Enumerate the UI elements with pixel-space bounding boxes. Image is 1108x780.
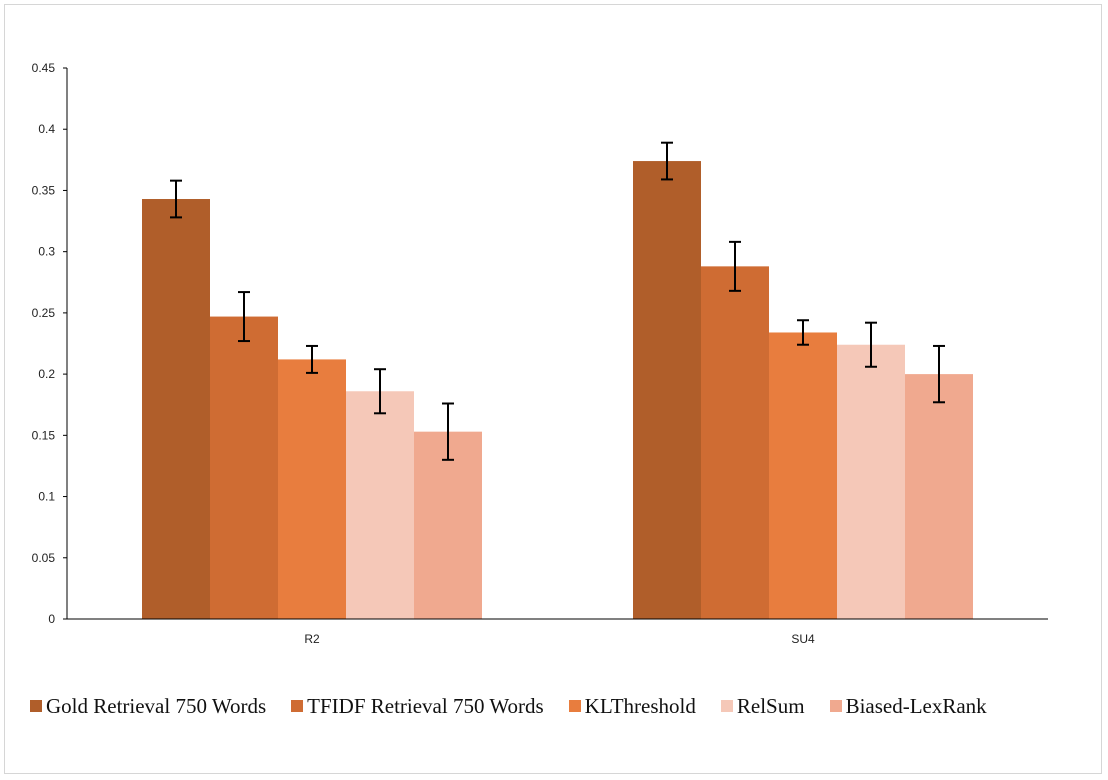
bar-r2-series-5 xyxy=(414,431,482,619)
x-category-label: R2 xyxy=(304,632,320,646)
bar-r2-series-3 xyxy=(278,359,346,619)
legend-item: Biased-LexRank xyxy=(829,693,987,719)
legend-swatch xyxy=(720,700,733,712)
y-tick-label: 0.3 xyxy=(38,245,55,259)
x-axis: R2 SU4 xyxy=(67,618,1048,646)
legend-swatch xyxy=(291,700,304,712)
x-category-label: SU4 xyxy=(791,632,815,646)
legend-item: KLThreshold xyxy=(568,693,696,719)
bar-su4-series-4 xyxy=(837,344,905,619)
bar-su4-series-1 xyxy=(633,161,701,619)
legend-label: TFIDF Retrieval 750 Words xyxy=(307,693,544,718)
legend-item: TFIDF Retrieval 750 Words xyxy=(291,694,544,719)
legend: Gold Retrieval 750 Words TFIDF Retrieval … xyxy=(30,690,1100,722)
y-tick-label: 0.15 xyxy=(32,428,56,442)
legend-swatch xyxy=(568,700,581,712)
y-tick-label: 0.45 xyxy=(32,61,56,75)
bars xyxy=(142,161,973,619)
y-tick-label: 0.1 xyxy=(38,490,55,504)
legend-label: Biased-LexRank xyxy=(845,693,987,718)
error-bars xyxy=(170,141,945,461)
bar-r2-series-2 xyxy=(210,316,278,619)
bar-r2-series-1 xyxy=(142,199,210,619)
bar-su4-series-3 xyxy=(769,332,837,619)
legend-item: RelSum xyxy=(720,693,805,719)
bar-su4-series-2 xyxy=(701,266,769,619)
legend-label: Gold Retrieval 750 Words xyxy=(46,693,267,718)
y-tick-label: 0.05 xyxy=(32,551,56,565)
y-tick-label: 0.25 xyxy=(32,306,56,320)
legend-swatch xyxy=(829,700,842,712)
y-axis: 0 0.05 0.1 0.15 0.2 0.25 0.3 0.35 0.4 0.45 xyxy=(32,61,68,626)
bar-su4-series-5 xyxy=(905,374,973,619)
bar-r2-series-4 xyxy=(346,391,414,619)
legend-label: KLThreshold xyxy=(584,693,696,718)
y-tick-label: 0.2 xyxy=(38,367,55,381)
legend-label: RelSum xyxy=(736,693,805,718)
legend-item: Gold Retrieval 750 Words xyxy=(30,694,266,719)
legend-swatch xyxy=(30,700,42,712)
y-tick-label: 0.4 xyxy=(38,122,55,136)
y-tick-label: 0 xyxy=(48,612,55,626)
y-tick-label: 0.35 xyxy=(32,183,56,197)
